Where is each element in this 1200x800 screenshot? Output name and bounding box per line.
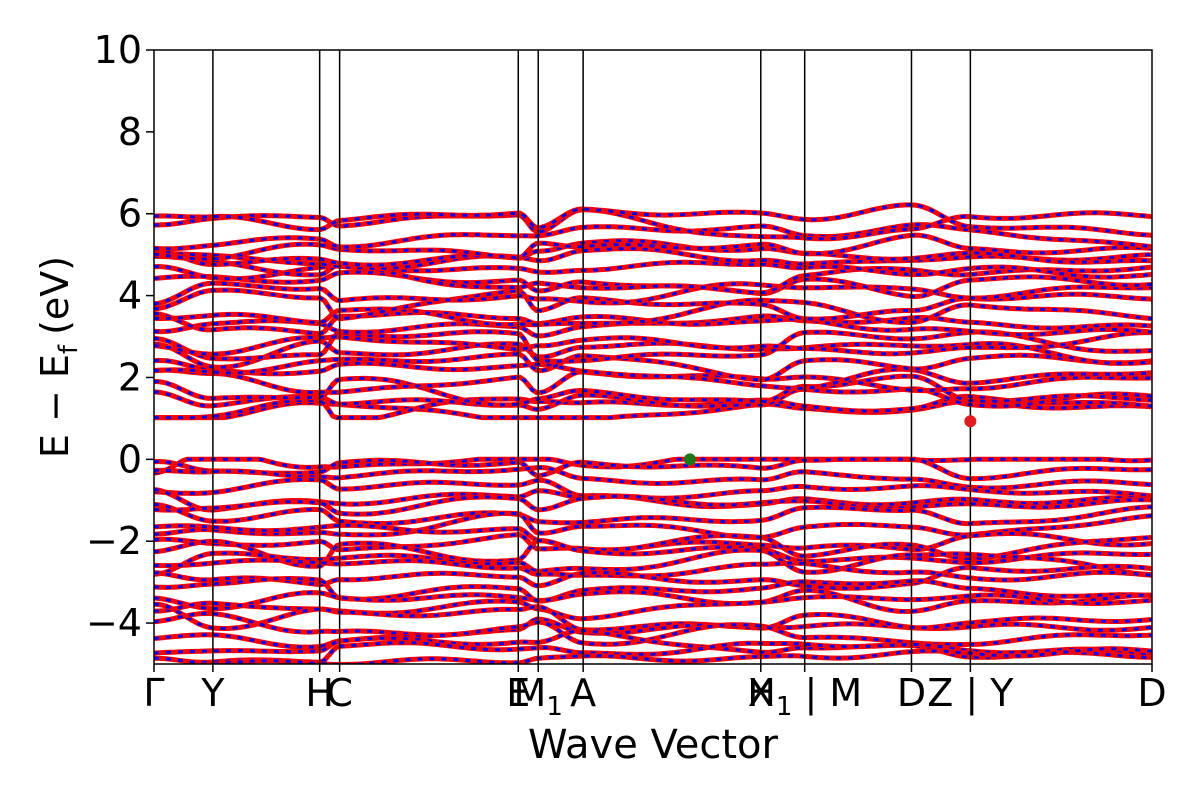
x-axis-label: Wave Vector [528,722,779,768]
y-tick-label: 2 [118,355,142,399]
band-line-spin-down [154,593,1152,621]
y-axis-label-unit: (eV) [33,256,77,335]
band-line-spin-down [154,628,1152,659]
cbm-marker [964,415,977,428]
y-tick-label: 6 [118,192,142,236]
y-tick-label: −2 [86,519,142,563]
band-line-spin-down [154,339,1152,369]
y-axis-ticks: −4 −2 0 2 4 6 8 10 [86,28,154,645]
band-edge-markers [683,415,977,466]
y-axis-label-main: E − E [33,354,77,458]
band-line-spin-down [154,358,1152,390]
x-tick-label: Z | Y [927,671,1014,716]
x-tick-label: M1 [514,671,563,722]
band-line-spin-down [154,620,1152,649]
vbm-marker [683,453,696,466]
x-tick-label: H [305,671,334,715]
y-axis-label-sub: f [54,344,84,354]
band-line-spin-down [154,641,1152,664]
y-axis-label: E − Ef (eV) [33,256,84,458]
y-tick-label: 0 [118,437,142,481]
x-tick-label: Γ [143,671,164,715]
band-line-spin-down [154,254,1152,279]
band-line-spin-down [154,533,1152,561]
band-line-spin-down [154,494,1152,516]
y-tick-label: 8 [118,110,142,154]
x-tick-label: X [748,671,774,715]
x-tick-label: D [897,671,926,715]
band-line-spin-down [154,233,1152,261]
band-line-spin-down [154,564,1152,590]
band-line-spin-down [154,203,1152,237]
x-tick-label: E [506,671,530,715]
x-tick-label: H1 | M [747,671,862,722]
plot-frame [153,49,1153,665]
y-tick-label: 10 [94,28,142,72]
y-tick-label: −4 [86,601,142,645]
x-tick-label: Y [200,671,225,715]
x-tick-label: D [1137,671,1166,715]
band-lines [154,202,1152,664]
band-line-spin-down [154,208,1152,241]
x-tick-label: A [570,671,596,715]
y-tick-label: 4 [118,274,142,318]
high-symmetry-lines [212,50,972,664]
x-tick-label: C [326,671,353,715]
band-line-spin-down [154,298,1152,327]
